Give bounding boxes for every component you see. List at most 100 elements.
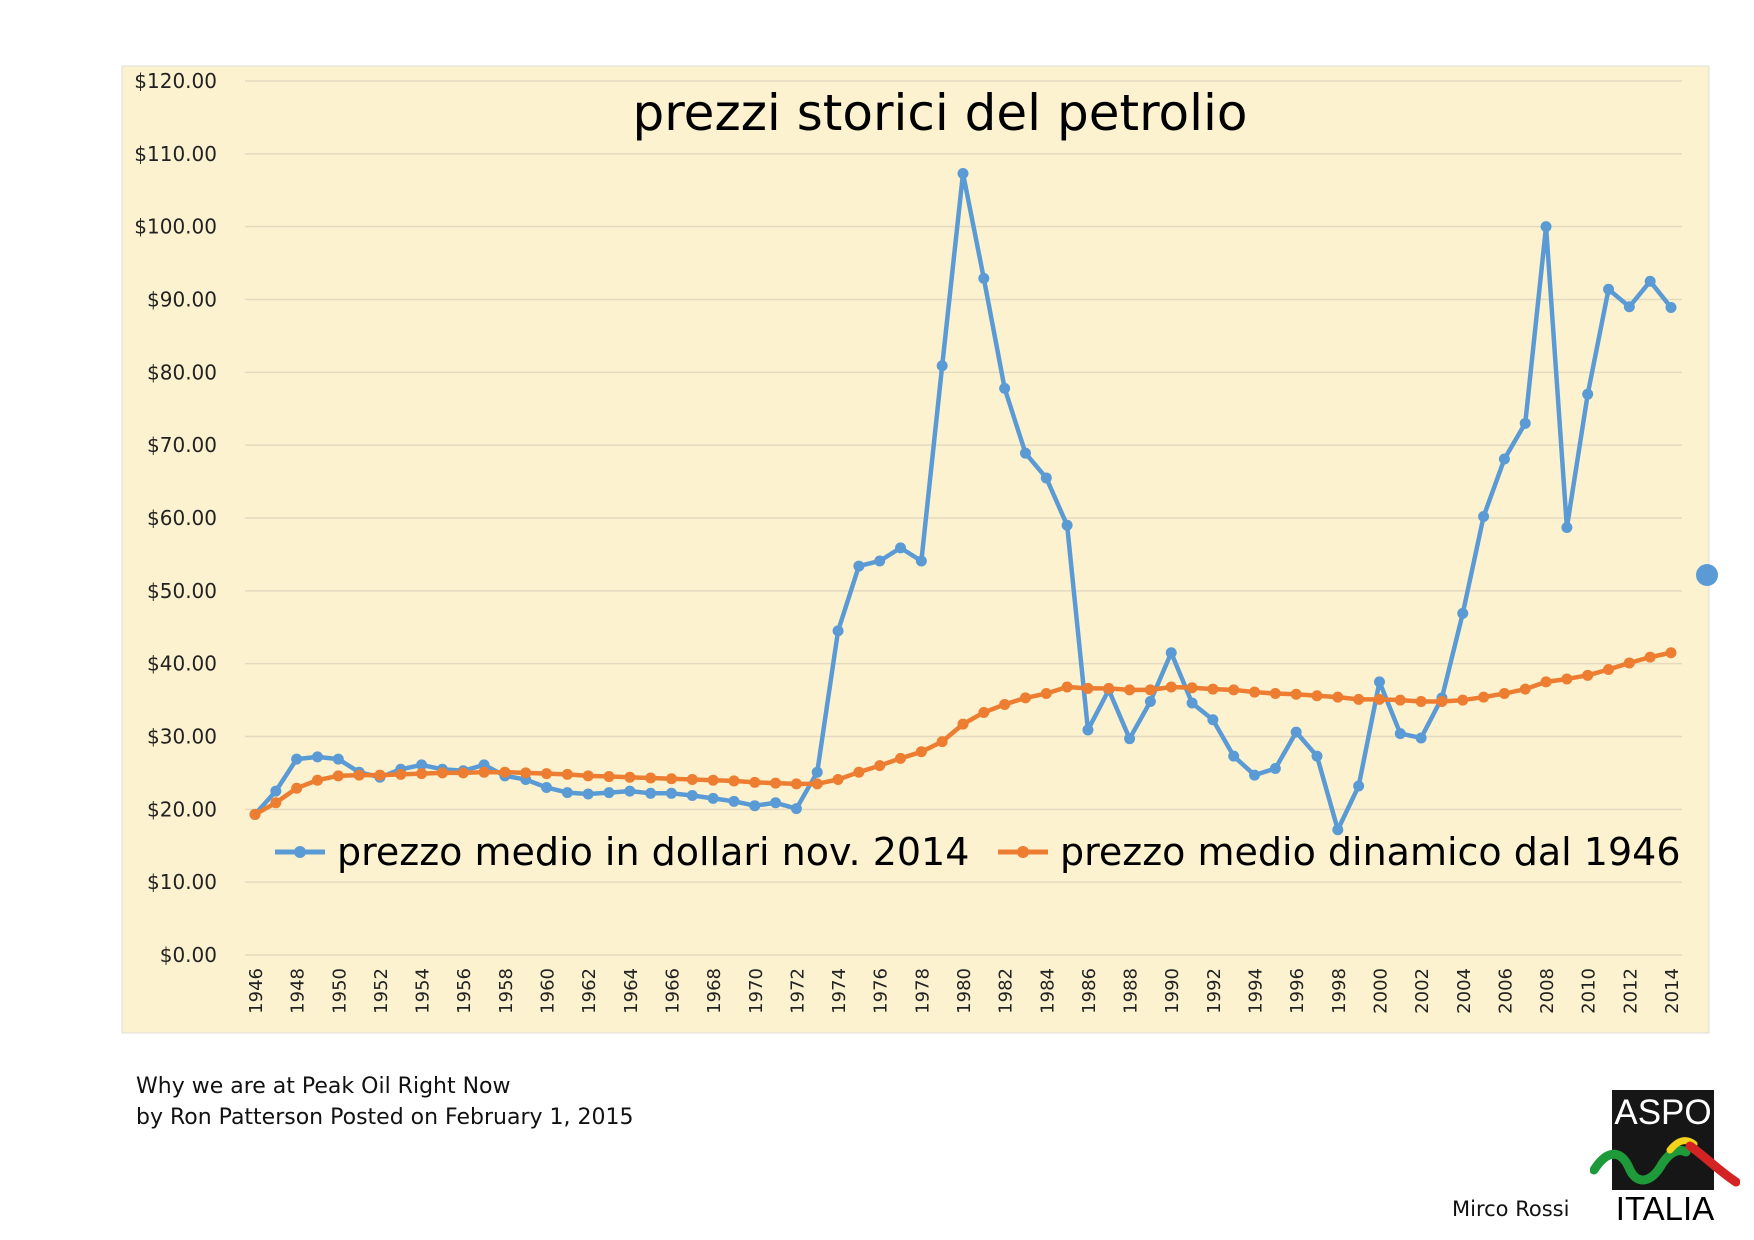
data-point [1269,688,1281,700]
data-point [416,768,428,780]
data-point [582,788,594,800]
data-point [1519,683,1531,695]
data-point [499,766,511,778]
data-point [520,767,532,779]
logo-swoosh-icon [1590,1137,1740,1187]
data-point [457,767,469,779]
data-point [1394,728,1406,740]
data-point [1228,684,1240,696]
data-point [1644,651,1656,663]
data-point [1249,769,1261,781]
data-point [936,736,948,748]
data-point [1144,684,1156,696]
data-point [1665,647,1677,659]
data-point [1124,733,1136,745]
legend-label-series-2: prezzo medio dinamico dal 1946 [1060,830,1681,874]
data-point [291,753,303,765]
data-point [541,768,553,780]
data-point [1665,302,1677,314]
x-tick-label: 1952 [371,968,392,1014]
data-point [665,773,677,785]
data-point [1540,676,1552,688]
x-tick-label: 1958 [496,968,517,1014]
data-point [1478,511,1490,523]
caption-line-1: Why we are at Peak Oil Right Now [136,1074,511,1099]
x-tick-label: 1988 [1121,968,1142,1014]
data-point [770,797,782,809]
data-point [915,555,927,567]
y-tick-label: $120.00 [134,69,217,93]
x-tick-label: 1948 [288,968,309,1014]
data-point [1498,688,1510,700]
plot-background [121,65,1710,1034]
legend: prezzo medio in dollari nov. 2014 prezzo… [275,830,1681,874]
data-point [332,753,344,765]
data-point [1498,453,1510,465]
x-tick-label: 1998 [1329,968,1350,1014]
data-point [936,360,948,372]
y-tick-label: $40.00 [147,652,217,676]
x-tick-label: 1996 [1287,968,1308,1014]
data-point [1040,472,1052,484]
data-point [770,777,782,789]
x-tick-label: 1972 [787,968,808,1014]
data-point [353,769,365,781]
data-point [1061,681,1073,693]
x-tick-label: 1962 [579,968,600,1014]
data-point [1269,763,1281,775]
x-tick-label: 2000 [1370,968,1391,1014]
data-point [1186,697,1198,709]
data-point [1519,417,1531,429]
x-tick-label: 1980 [954,968,975,1014]
data-point [895,752,907,764]
data-point [1623,657,1635,669]
data-point [478,766,490,778]
data-point [624,771,636,783]
data-point [1061,519,1073,531]
data-point [416,759,428,771]
y-tick-label: $80.00 [147,360,217,384]
x-tick-label: 1954 [413,968,434,1014]
data-point [1623,301,1635,313]
data-point [582,770,594,782]
chart-title: prezzi storici del petrolio [632,84,1247,142]
y-tick-label: $100.00 [134,215,217,239]
data-point [1415,732,1427,744]
source-caption: Why we are at Peak Oil Right Now by Ron … [136,1071,634,1133]
x-tick-label: 1968 [704,968,725,1014]
data-point [811,778,823,790]
x-tick-label: 2002 [1412,968,1433,1014]
data-point [1603,283,1615,295]
data-point [1540,221,1552,233]
data-point [1165,647,1177,659]
data-point [1582,669,1594,681]
data-point [1415,696,1427,708]
y-axis-ticks: $0.00 $10.00 $20.00 $30.00 $40.00 $50.00 $60.0… [134,69,217,967]
legend-dot-series-2 [1017,846,1029,858]
x-tick-label: 1946 [246,968,267,1014]
stray-marker-dot [1696,564,1718,586]
data-point [603,787,615,799]
data-point [1249,686,1261,698]
data-point [707,774,719,786]
x-tick-label: 1982 [996,968,1017,1014]
gridlines [245,80,1682,956]
series-1 [249,167,1677,836]
x-tick-label: 1976 [871,968,892,1014]
data-point [561,787,573,799]
data-point [1207,683,1219,695]
data-point [915,746,927,758]
data-point [1144,696,1156,708]
data-point [853,766,865,778]
x-tick-label: 1978 [912,968,933,1014]
data-point [895,542,907,554]
data-point [999,698,1011,710]
data-point [874,760,886,772]
data-point [374,769,386,781]
x-tick-label: 1964 [621,968,642,1014]
data-point [811,766,823,778]
data-point [1561,521,1573,533]
x-tick-label: 2008 [1537,968,1558,1014]
y-tick-label: $50.00 [147,579,217,603]
